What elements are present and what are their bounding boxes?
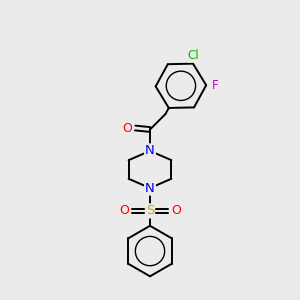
Text: O: O xyxy=(122,122,132,134)
Text: S: S xyxy=(146,204,154,218)
Text: O: O xyxy=(171,204,181,218)
Text: N: N xyxy=(145,144,155,158)
Text: N: N xyxy=(145,182,155,194)
Text: O: O xyxy=(119,204,129,218)
Text: Cl: Cl xyxy=(188,49,200,62)
Text: F: F xyxy=(212,79,218,92)
